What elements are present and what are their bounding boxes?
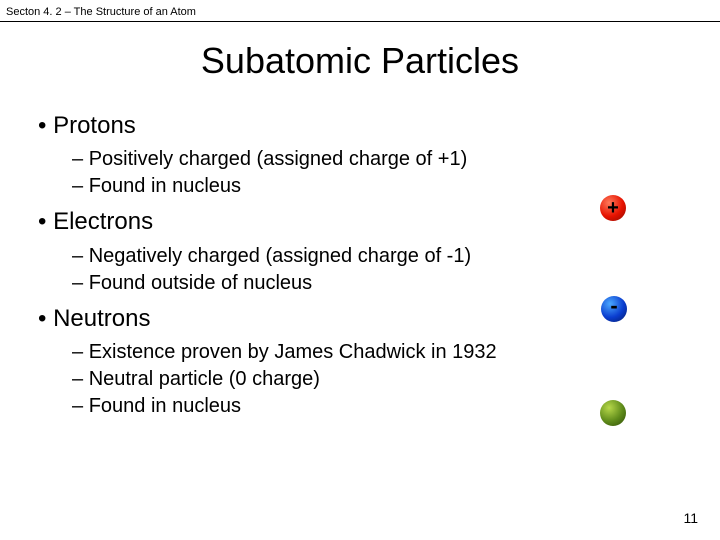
bullet-protons-label: Protons bbox=[53, 112, 136, 139]
electron-symbol: - bbox=[610, 293, 617, 319]
sub-bullet: Positively charged (assigned charge of +… bbox=[72, 146, 700, 173]
bullet-electrons-label: Electrons bbox=[53, 208, 153, 235]
slide-title: Subatomic Particles bbox=[0, 40, 720, 82]
bullet-neutrons: Neutrons Existence proven by James Chadw… bbox=[38, 303, 700, 420]
sub-bullet: Existence proven by James Chadwick in 19… bbox=[72, 339, 700, 366]
section-header: Secton 4. 2 – The Structure of an Atom bbox=[0, 0, 720, 22]
bullet-electrons: Electrons Negatively charged (assigned c… bbox=[38, 206, 700, 296]
page-number: 11 bbox=[683, 510, 698, 526]
slide-content: Protons Positively charged (assigned cha… bbox=[0, 110, 720, 420]
proton-symbol: + bbox=[607, 197, 619, 220]
sub-bullet: Negatively charged (assigned charge of -… bbox=[72, 243, 700, 270]
electron-icon: - bbox=[601, 296, 627, 322]
bullet-neutrons-label: Neutrons bbox=[53, 305, 150, 332]
bullet-protons: Protons Positively charged (assigned cha… bbox=[38, 110, 700, 200]
sub-bullet: Neutral particle (0 charge) bbox=[72, 366, 700, 393]
proton-icon: + bbox=[600, 195, 626, 221]
sub-bullet: Found outside of nucleus bbox=[72, 270, 700, 297]
neutron-icon bbox=[600, 400, 626, 426]
